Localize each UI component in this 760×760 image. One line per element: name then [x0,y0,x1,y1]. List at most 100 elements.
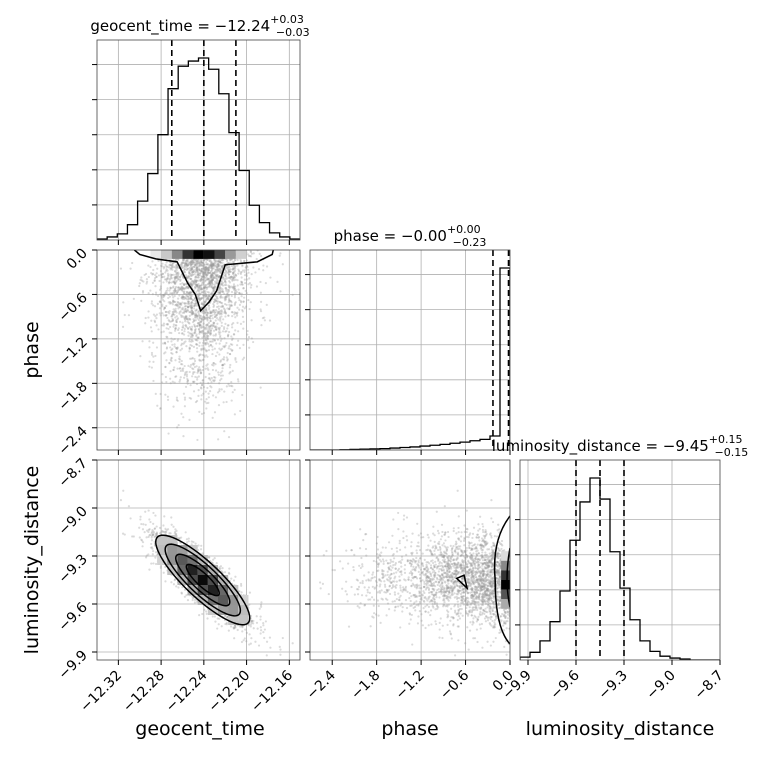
sample-point [191,259,194,263]
sample-point [248,346,251,349]
sample-point [168,331,171,334]
sample-point [211,324,214,327]
sample-point [202,354,206,357]
sample-point [211,272,214,275]
sample-point [194,279,198,282]
sample-point [190,338,193,342]
sample-point [228,280,231,283]
sample-point [184,297,187,300]
sample-point [209,292,212,295]
sample-point [210,283,213,286]
sample-point [228,352,232,356]
sample-point [205,326,208,329]
sample-point [212,289,215,292]
sample-point [211,272,214,275]
sample-point [170,351,173,355]
sample-point [189,363,193,367]
sample-point [162,324,165,327]
sample-point [161,272,165,276]
sample-point [154,532,157,536]
sample-point [230,290,234,294]
sample-point [176,317,180,320]
sample-point [212,329,216,332]
sample-point [176,286,180,289]
sample-point [164,351,167,354]
sample-point [145,536,148,539]
sample-point [212,263,215,267]
sample-point [181,287,185,290]
sample-point [183,292,186,295]
sample-point [236,321,239,324]
sample-point [171,380,174,383]
sample-point [182,367,185,370]
sample-point [220,283,223,286]
sample-point [187,331,190,334]
sample-point [188,272,191,275]
sample-point [191,280,194,283]
sample-point [203,294,206,298]
sample-point [206,290,209,294]
sample-point [207,321,211,324]
sample-point [189,267,193,271]
sample-point [217,265,220,268]
sample-point [213,270,216,274]
sample-point [194,303,197,307]
sample-point [232,285,235,288]
sample-point [209,282,212,285]
sample-point [196,370,200,373]
sample-point [197,369,200,373]
sample-point [177,307,180,310]
sample-point [138,282,141,285]
sample-point [202,339,205,342]
sample-point [218,389,221,393]
sample-point [157,274,161,277]
sample-point [236,378,240,381]
sample-point [189,261,192,265]
sample-point [195,284,198,287]
sample-point [183,341,186,344]
sample-point [196,284,199,287]
sample-point [216,269,219,272]
sample-point [159,293,162,296]
sample-point [211,271,214,275]
sample-point [214,294,217,298]
sample-point [209,319,212,323]
sample-point [234,267,237,270]
sample-point [202,266,205,270]
sample-point [235,274,238,277]
sample-point [195,342,198,346]
sample-point [198,320,201,324]
sample-point [195,279,198,282]
sample-point [149,546,153,549]
sample-point [152,360,155,363]
sample-point [211,263,214,266]
sample-point [204,310,207,313]
sample-point [250,319,253,322]
sample-point [213,325,216,328]
sample-point [200,347,203,351]
sample-point [265,640,269,643]
sample-point [217,289,220,292]
sample-point [192,311,195,314]
sample-point [180,359,183,363]
sample-point [200,261,204,264]
sample-point [244,266,248,269]
sample-point [231,286,234,289]
sample-point [189,332,193,335]
sample-point [184,315,187,318]
sample-point [186,327,190,330]
sample-point [230,301,233,304]
grid-lines [97,250,300,450]
sample-point [204,332,207,335]
sample-point [218,313,221,316]
sample-point [206,294,209,298]
sample-point [197,259,200,262]
sample-point [201,379,204,382]
sample-point [189,397,193,400]
sample-point [224,275,228,278]
sample-point [250,283,253,287]
sample-point [206,316,209,319]
sample-point [202,273,205,276]
sample-point [192,270,195,273]
sample-point [192,371,195,374]
